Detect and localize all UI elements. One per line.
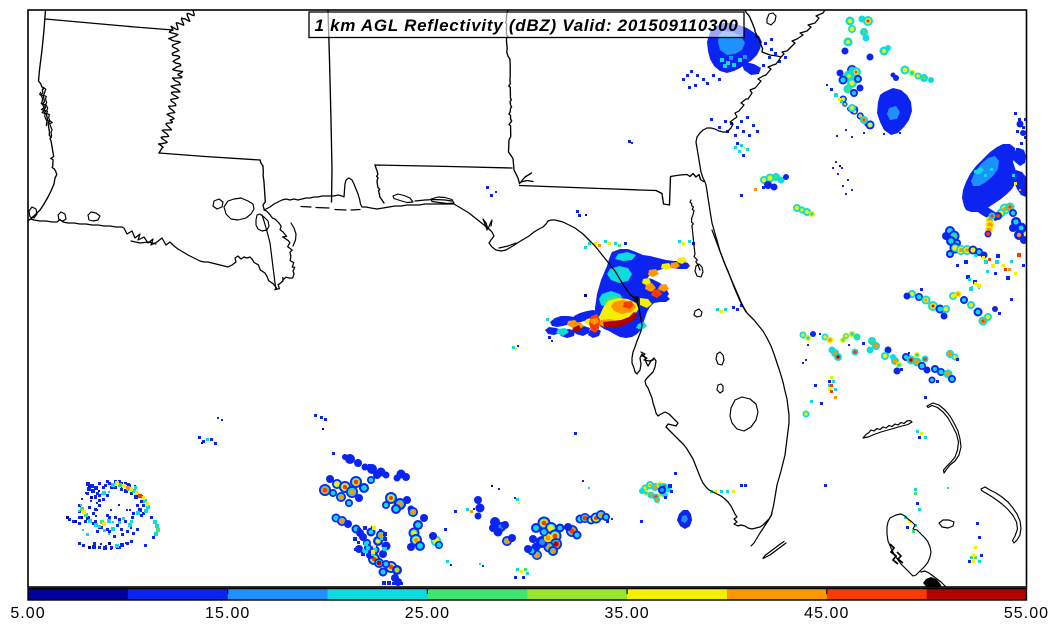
svg-text:25.00: 25.00 (405, 605, 450, 622)
svg-text:35.00: 35.00 (604, 605, 649, 622)
svg-text:5.00: 5.00 (10, 605, 45, 622)
svg-text:1 km AGL Reflectivity (dBZ) Va: 1 km AGL Reflectivity (dBZ) Valid: 20150… (314, 16, 738, 35)
svg-text:55.00: 55.00 (1004, 605, 1049, 622)
svg-text:45.00: 45.00 (804, 605, 849, 622)
svg-text:15.00: 15.00 (205, 605, 250, 622)
